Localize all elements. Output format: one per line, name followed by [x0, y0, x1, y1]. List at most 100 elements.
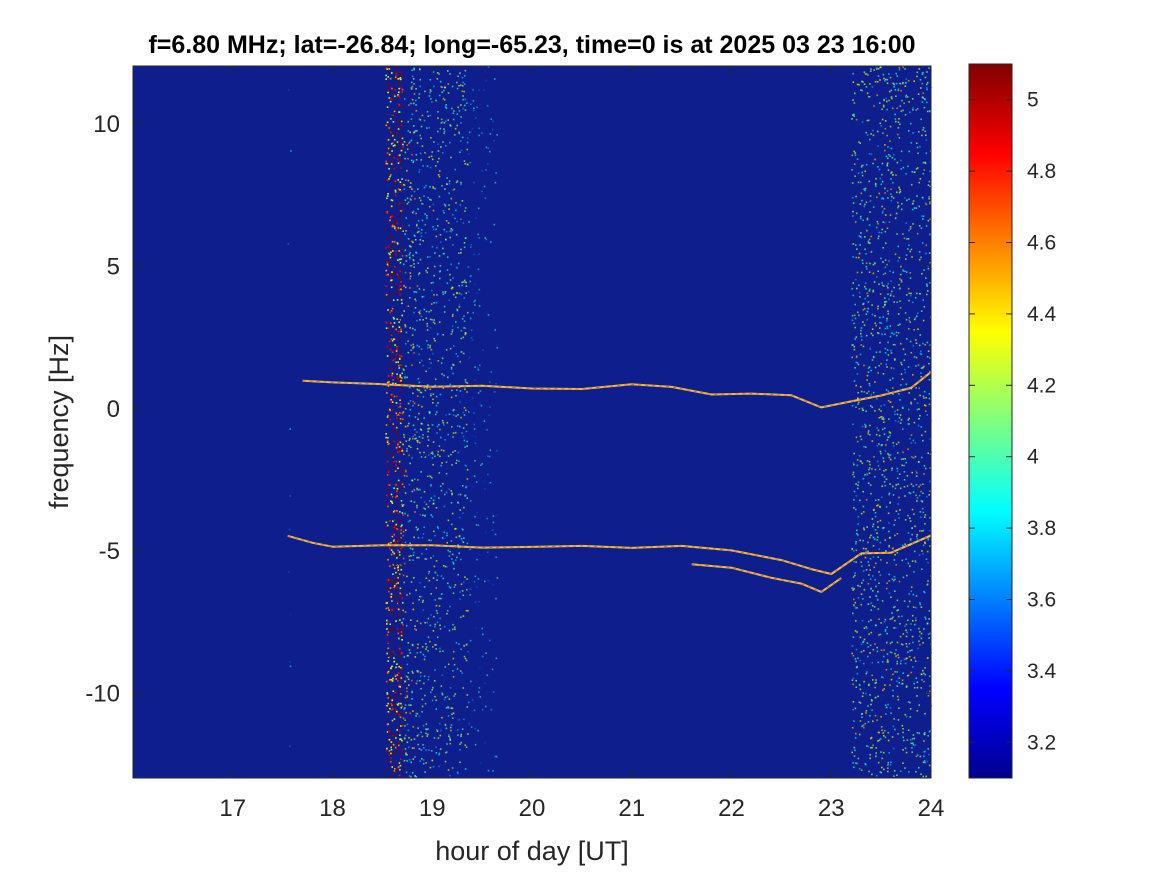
noise-pixel: [906, 96, 909, 98]
noise-pixel: [868, 153, 871, 155]
noise-pixel: [438, 753, 440, 756]
noise-pixel: [387, 660, 389, 662]
noise-pixel: [901, 464, 903, 467]
noise-pixel: [400, 500, 403, 502]
noise-pixel: [436, 218, 439, 220]
noise-pixel: [437, 402, 439, 404]
noise-pixel: [481, 627, 483, 630]
noise-pixel: [912, 109, 914, 111]
noise-pixel: [873, 69, 875, 71]
noise-pixel: [408, 224, 410, 227]
noise-pixel: [404, 271, 407, 274]
noise-pixel: [478, 237, 480, 239]
noise-pixel: [420, 199, 422, 202]
noise-pixel: [902, 428, 904, 430]
noise-pixel: [448, 734, 450, 736]
noise-pixel: [385, 124, 388, 127]
noise-pixel: [891, 547, 894, 550]
noise-pixel: [401, 653, 404, 655]
noise-pixel: [401, 628, 403, 630]
noise-pixel: [445, 727, 448, 730]
noise-pixel: [462, 107, 464, 110]
noise-pixel: [420, 235, 423, 238]
noise-pixel: [867, 430, 870, 432]
noise-pixel: [879, 541, 882, 544]
noise-pixel: [494, 329, 496, 331]
noise-pixel: [394, 328, 396, 331]
noise-pixel: [416, 395, 419, 397]
noise-pixel: [395, 571, 397, 574]
noise-pixel: [910, 659, 912, 661]
noise-pixel: [913, 421, 916, 424]
noise-pixel: [912, 457, 915, 459]
noise-pixel: [419, 651, 422, 654]
noise-pixel: [467, 266, 470, 268]
noise-pixel: [396, 228, 398, 231]
noise-pixel: [896, 409, 899, 411]
noise-pixel: [426, 165, 429, 167]
noise-pixel: [397, 377, 399, 380]
noise-pixel: [491, 128, 494, 131]
noise-pixel: [915, 771, 917, 773]
noise-pixel: [398, 160, 401, 163]
noise-pixel: [868, 620, 870, 623]
noise-pixel: [414, 433, 416, 436]
noise-pixel: [452, 717, 454, 719]
noise-pixel: [396, 105, 398, 108]
noise-pixel: [911, 208, 914, 211]
noise-pixel: [439, 265, 442, 267]
noise-pixel: [888, 431, 891, 433]
noise-pixel: [445, 238, 447, 241]
noise-pixel: [923, 751, 925, 753]
noise-pixel: [427, 115, 430, 117]
noise-pixel: [470, 336, 473, 339]
noise-pixel: [913, 207, 916, 209]
noise-pixel: [865, 626, 868, 628]
noise-pixel: [863, 527, 865, 529]
noise-pixel: [878, 731, 880, 734]
noise-pixel: [409, 245, 412, 248]
noise-pixel: [463, 407, 466, 409]
noise-pixel: [460, 538, 463, 540]
noise-pixel: [466, 694, 469, 696]
noise-pixel: [914, 660, 917, 662]
noise-pixel: [901, 363, 903, 366]
noise-pixel: [927, 748, 929, 750]
noise-pixel: [909, 716, 912, 718]
noise-pixel: [390, 746, 392, 749]
noise-pixel: [469, 588, 472, 590]
noise-pixel: [871, 406, 874, 409]
noise-pixel: [929, 261, 932, 264]
noise-pixel: [892, 445, 895, 447]
noise-pixel: [416, 556, 418, 559]
noise-pixel: [389, 160, 392, 163]
noise-pixel: [924, 130, 926, 133]
noise-pixel: [875, 747, 877, 749]
noise-pixel: [866, 745, 868, 747]
noise-pixel: [414, 307, 417, 309]
noise-pixel: [462, 352, 465, 355]
noise-pixel: [402, 557, 405, 560]
noise-pixel: [454, 584, 457, 586]
noise-pixel: [897, 89, 900, 92]
noise-pixel: [435, 708, 437, 710]
noise-pixel: [467, 137, 469, 139]
noise-pixel: [422, 724, 425, 727]
noise-pixel: [466, 440, 468, 443]
noise-pixel: [404, 611, 407, 613]
noise-pixel: [403, 562, 406, 565]
noise-pixel: [884, 78, 887, 81]
noise-pixel: [882, 751, 885, 754]
noise-pixel: [408, 704, 410, 706]
noise-pixel: [389, 216, 392, 218]
noise-pixel: [871, 468, 873, 470]
noise-pixel: [452, 118, 455, 121]
noise-pixel: [903, 471, 906, 473]
noise-pixel: [918, 554, 921, 556]
noise-pixel: [418, 230, 420, 233]
noise-pixel: [394, 78, 397, 80]
noise-pixel: [924, 712, 926, 715]
noise-pixel: [389, 578, 392, 580]
noise-pixel: [881, 757, 883, 760]
noise-pixel: [872, 134, 875, 137]
